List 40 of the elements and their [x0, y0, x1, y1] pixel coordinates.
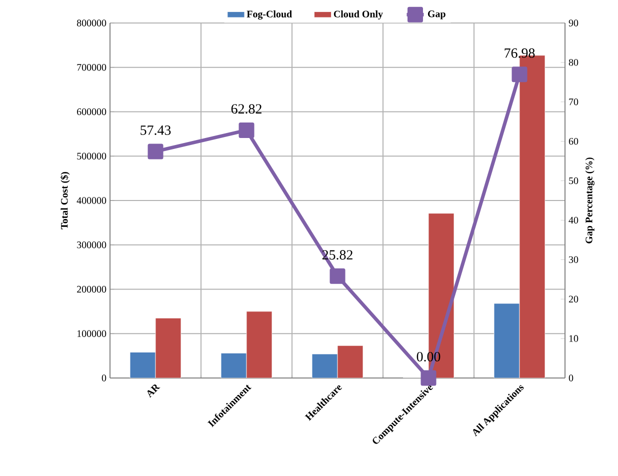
point — [148, 144, 164, 160]
bar — [130, 352, 156, 378]
y-axis-title: Total Cost ($) — [60, 172, 70, 230]
x-tick-label: AR — [147, 384, 160, 398]
bar — [312, 354, 338, 378]
y2-tick-label: 60 — [568, 138, 578, 145]
y-tick-label: 200000 — [77, 286, 106, 293]
point — [330, 268, 346, 284]
y2-tick-label: 40 — [568, 216, 578, 224]
point — [512, 66, 528, 82]
data-label: 62.82 — [231, 104, 262, 114]
data-label: 76.98 — [504, 48, 535, 58]
y-tick-label: 600000 — [77, 108, 106, 116]
y-tick-label: 400000 — [76, 197, 106, 204]
y2-tick-label: 10 — [569, 335, 578, 342]
point — [420, 370, 436, 386]
bar — [337, 345, 364, 378]
legend-label: Cloud Only — [334, 10, 383, 20]
y2-tick-label: 70 — [569, 98, 578, 106]
bar — [155, 318, 182, 378]
y2-tick-label: 80 — [568, 59, 578, 66]
bar — [220, 352, 247, 378]
y2-tick-label: 90 — [568, 20, 578, 26]
legend-label: Gap — [428, 10, 446, 20]
y2-tick-label: 0 — [568, 374, 574, 382]
data-label: 57.43 — [140, 126, 171, 135]
bar — [494, 303, 520, 378]
y-tick-label: 100000 — [77, 330, 106, 337]
y-tick-label: 500000 — [77, 152, 106, 160]
y-tick-label: 800000 — [76, 20, 106, 26]
y-tick-label: 300000 — [77, 242, 106, 248]
y2-tick-label: 30 — [569, 256, 578, 264]
y-tick-label: 0 — [102, 374, 106, 382]
y-tick-label: 700000 — [77, 64, 106, 71]
y2-tick-label: 20 — [568, 296, 578, 302]
y2-axis-title: Gap Percentage (%) — [585, 158, 594, 244]
point — [238, 122, 254, 138]
bar — [246, 311, 272, 378]
y2-tick-label: 50 — [569, 177, 578, 184]
legend-label: Fog-Cloud — [246, 10, 292, 20]
